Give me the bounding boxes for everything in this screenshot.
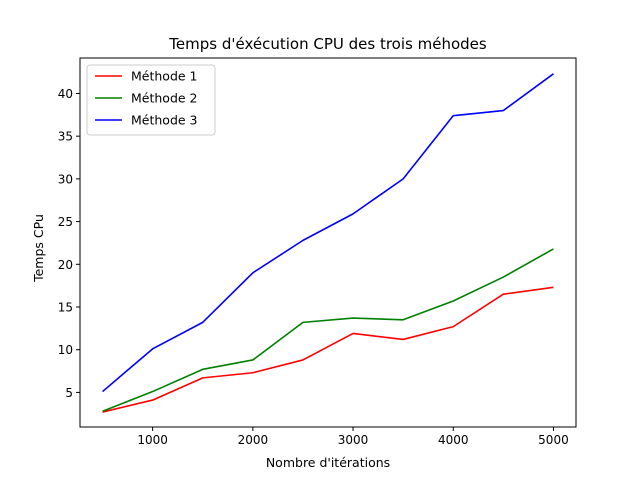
- x-tick-label: 3000: [338, 433, 369, 447]
- y-tick-label: 30: [58, 172, 73, 186]
- y-axis-label: Temps CPu: [31, 214, 46, 283]
- y-tick-label: 40: [58, 87, 73, 101]
- series-layer: [102, 73, 554, 413]
- series-line-methode-2: [102, 248, 554, 412]
- x-tick-label: 2000: [238, 433, 269, 447]
- x-axis: 1000 2000 3000 4000 5000: [137, 427, 569, 447]
- x-axis-label: Nombre d'itérations: [266, 455, 390, 470]
- legend-box: [86, 64, 216, 136]
- series-line-methode-3: [102, 73, 554, 393]
- x-tick-label: 5000: [538, 433, 569, 447]
- legend-label: Méthode 2: [131, 91, 198, 106]
- legend-label: Méthode 3: [131, 113, 198, 128]
- y-tick-label: 25: [58, 215, 73, 229]
- legend: Méthode 1 Méthode 2 Méthode 3: [86, 64, 216, 136]
- y-tick-label: 35: [58, 130, 73, 144]
- plot-frame: [79, 57, 577, 428]
- y-tick-label: 10: [58, 343, 73, 357]
- series-line-methode-1: [102, 286, 554, 413]
- y-tick-label: 15: [58, 300, 73, 314]
- y-tick-label: 20: [58, 258, 73, 272]
- chart-title: Temps d'éxécution CPU des trois méhodes: [168, 35, 487, 53]
- x-tick-label: 1000: [137, 433, 168, 447]
- y-axis: 5 10 15 20 25 30 35 40: [58, 87, 80, 400]
- legend-label: Méthode 1: [131, 69, 198, 84]
- x-tick-label: 4000: [438, 433, 469, 447]
- y-tick-label: 5: [65, 386, 73, 400]
